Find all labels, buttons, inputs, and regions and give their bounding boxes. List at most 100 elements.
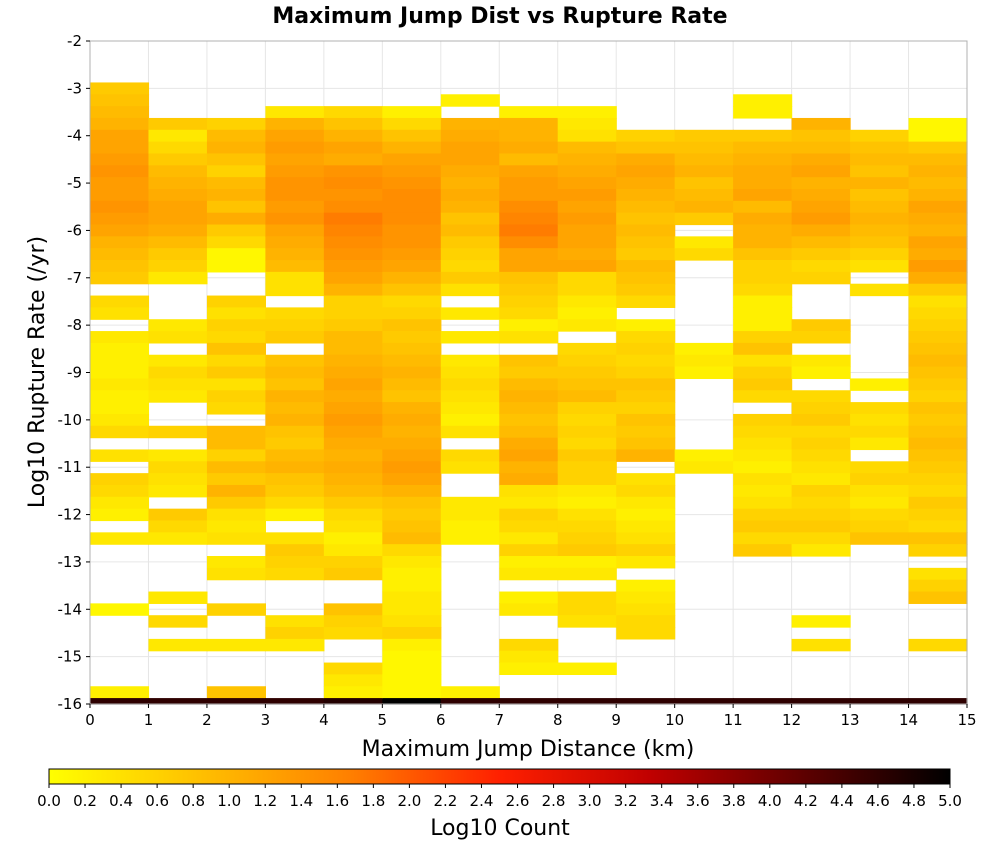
heatmap-cell xyxy=(148,224,208,237)
heatmap-cell xyxy=(499,260,559,273)
heatmap-cell xyxy=(908,378,968,391)
x-tick-label: 9 xyxy=(611,711,621,729)
heatmap-cell xyxy=(791,638,851,652)
heatmap-cell xyxy=(440,402,500,415)
heatmap-cell xyxy=(440,686,500,699)
heatmap-cell xyxy=(733,366,793,380)
heatmap-cell xyxy=(265,188,325,202)
heatmap-cell xyxy=(733,342,793,356)
heatmap-cell xyxy=(148,200,208,214)
x-tick-label: 5 xyxy=(378,711,388,729)
heatmap-cell xyxy=(148,319,208,332)
heatmap-cell xyxy=(382,283,442,297)
heatmap-cell xyxy=(440,283,500,297)
heatmap-cell xyxy=(616,248,676,261)
heatmap-cell xyxy=(90,603,150,616)
heatmap-cell xyxy=(206,496,266,510)
heatmap-cell xyxy=(90,129,150,143)
heatmap-cell xyxy=(850,153,910,166)
heatmap-cell xyxy=(90,94,150,107)
heatmap-cell xyxy=(440,271,500,285)
heatmap-cell xyxy=(440,461,500,474)
heatmap-cell xyxy=(733,248,793,261)
heatmap-cell xyxy=(90,307,150,320)
heatmap-cell xyxy=(791,449,851,462)
colorbar-tick-label: 3.0 xyxy=(578,792,602,810)
heatmap-cell xyxy=(908,520,968,533)
heatmap-cell xyxy=(382,319,442,332)
x-tick-label: 7 xyxy=(494,711,504,729)
heatmap-cell xyxy=(850,520,910,533)
heatmap-cell xyxy=(499,413,559,427)
heatmap-cell xyxy=(440,236,500,249)
heatmap-cell xyxy=(908,188,968,202)
heatmap-cell xyxy=(791,153,851,166)
heatmap-cell xyxy=(323,224,383,237)
heatmap-cell xyxy=(791,496,851,510)
heatmap-cell xyxy=(557,567,617,581)
heatmap-cell xyxy=(499,402,559,415)
heatmap-cell xyxy=(791,319,851,332)
heatmap-cell xyxy=(148,520,208,533)
heatmap-cell xyxy=(616,496,676,510)
heatmap-cell xyxy=(908,248,968,261)
y-tick-label: -10 xyxy=(58,411,83,429)
heatmap-cell xyxy=(382,520,442,533)
heatmap-cell xyxy=(908,579,968,593)
heatmap-cell xyxy=(206,260,266,273)
heatmap-cell xyxy=(908,165,968,178)
heatmap-cell xyxy=(850,260,910,273)
heatmap-cell xyxy=(791,461,851,474)
heatmap-cell xyxy=(733,698,793,705)
heatmap-cell xyxy=(616,591,676,604)
heatmap-cell xyxy=(206,354,266,368)
x-tick-label: 4 xyxy=(319,711,329,729)
heatmap-cell xyxy=(323,484,383,498)
heatmap-cell xyxy=(733,283,793,297)
heatmap-cell xyxy=(382,698,442,705)
heatmap-cell xyxy=(674,366,734,380)
heatmap-cell xyxy=(323,437,383,451)
heatmap-cell xyxy=(908,473,968,486)
y-tick-label: -14 xyxy=(58,600,83,618)
heatmap-cell xyxy=(382,508,442,522)
colorbar-tick-label: 2.2 xyxy=(434,792,458,810)
heatmap-cell xyxy=(499,567,559,581)
heatmap-cell xyxy=(323,508,383,522)
heatmap-cell xyxy=(616,331,676,344)
heatmap-cell xyxy=(499,698,559,705)
heatmap-cell xyxy=(90,425,150,439)
heatmap-cell xyxy=(440,260,500,273)
heatmap-cell xyxy=(265,461,325,474)
heatmap-cell xyxy=(265,544,325,557)
heatmap-cell xyxy=(440,129,500,143)
heatmap-cell xyxy=(791,177,851,190)
heatmap-cell xyxy=(323,153,383,166)
heatmap-cell xyxy=(265,378,325,391)
heatmap-cell xyxy=(148,390,208,403)
heatmap-cell xyxy=(499,437,559,451)
heatmap-cell xyxy=(206,342,266,356)
heatmap-cell xyxy=(382,165,442,178)
heatmap-cell xyxy=(499,283,559,297)
heatmap-cell xyxy=(616,484,676,498)
y-tick-label: -3 xyxy=(67,79,82,97)
heatmap-cell xyxy=(674,188,734,202)
y-tick-label: -2 xyxy=(67,32,82,50)
heatmap-cell xyxy=(850,188,910,202)
heatmap-cell xyxy=(382,413,442,427)
heatmap-cell xyxy=(265,283,325,297)
x-axis-ticks: 0 1 2 3 4 5 6 7 8 9 10 11 12 13 14 15 xyxy=(85,704,977,729)
heatmap-cell xyxy=(382,177,442,190)
heatmap-cell xyxy=(616,437,676,451)
heatmap-cell xyxy=(382,425,442,439)
heatmap-cell xyxy=(557,615,617,628)
heatmap-cell xyxy=(90,271,150,285)
heatmap-cell xyxy=(323,307,383,320)
heatmap-cell xyxy=(323,556,383,569)
heatmap-cell xyxy=(323,236,383,249)
heatmap-cell xyxy=(733,520,793,533)
heatmap-cell xyxy=(90,295,150,308)
heatmap-cell xyxy=(148,177,208,190)
heatmap-cell xyxy=(499,177,559,190)
